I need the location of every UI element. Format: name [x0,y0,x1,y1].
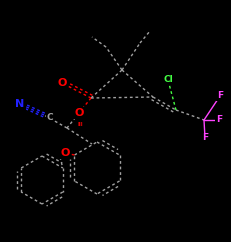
Text: C: C [47,113,53,121]
Text: III: III [77,122,83,128]
Text: Cl: Cl [163,76,173,84]
Text: F: F [216,115,222,124]
Text: N: N [15,99,25,109]
Text: F: F [217,91,223,100]
Text: O: O [74,108,84,118]
Text: O: O [60,148,70,158]
Text: O: O [57,78,67,88]
Text: F: F [202,134,208,143]
